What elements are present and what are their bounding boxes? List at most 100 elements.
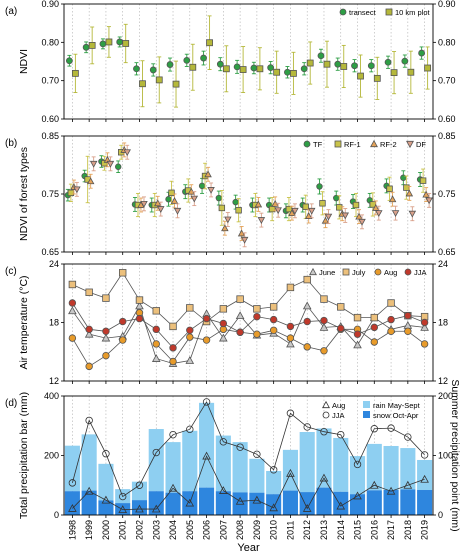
y-tick-label: 0.80 [41, 37, 59, 47]
legend-label: RF-2 [380, 140, 397, 149]
x-tick-label: 2006 [202, 520, 212, 540]
legend-marker [303, 140, 311, 148]
legend-label: transect [349, 8, 377, 17]
data-point [320, 428, 328, 436]
data-point [186, 304, 194, 312]
legend-marker [374, 268, 382, 276]
legend: transect 10 km plot [339, 8, 431, 17]
data-point [119, 317, 127, 326]
legend-label: JJA [332, 411, 345, 420]
x-tick-label: 1998 [67, 520, 77, 540]
data-point [306, 59, 314, 67]
data-point [186, 333, 194, 341]
data-point [68, 280, 77, 289]
data-point [202, 451, 211, 460]
bar-rain [333, 437, 349, 492]
data-point [85, 325, 93, 334]
data-point [336, 204, 343, 211]
data-point [106, 160, 115, 168]
data-point [269, 466, 278, 474]
bar-snow [131, 500, 148, 515]
data-point [401, 57, 409, 65]
panel-label: (c) [5, 266, 17, 277]
data-point [168, 483, 178, 492]
data-point [88, 42, 96, 49]
data-point [367, 62, 375, 70]
data-point [370, 323, 378, 332]
data-point [340, 63, 348, 70]
data-point [337, 303, 345, 311]
data-point [324, 213, 333, 221]
data-point [304, 212, 313, 219]
data-point [403, 320, 413, 329]
y-axis-label: NDVI of forest types [18, 147, 30, 241]
data-point [353, 330, 362, 338]
legend-label: DF [416, 140, 426, 149]
data-point [320, 316, 328, 325]
y-tick-label: 0.85 [41, 131, 59, 141]
bar-rain [400, 448, 416, 490]
x-tick-label: 2019 [420, 520, 430, 540]
data-point [303, 317, 311, 326]
data-point [102, 351, 110, 360]
data-point [353, 340, 362, 349]
legend-swatch [363, 401, 370, 408]
data-point [85, 288, 93, 296]
bar-snow [165, 492, 181, 515]
data-point [370, 313, 378, 322]
data-point [232, 198, 239, 206]
bar-rain [131, 481, 148, 501]
bar-snow [249, 492, 265, 515]
plot-frame [63, 395, 434, 516]
x-tick-label: 2007 [218, 520, 228, 540]
data-point [186, 425, 194, 434]
data-point [373, 74, 381, 82]
bar-snow [199, 487, 215, 515]
x-tick-label: 2008 [235, 520, 245, 540]
data-point [257, 217, 266, 225]
data-point [337, 430, 345, 439]
data-point [303, 275, 311, 284]
data-point [169, 344, 177, 352]
data-point [420, 340, 429, 348]
data-point [404, 327, 412, 335]
data-point [319, 473, 329, 482]
bar-snow [282, 490, 298, 515]
data-point [390, 69, 398, 77]
x-tick-label: 2018 [403, 520, 413, 540]
data-point [99, 40, 107, 48]
data-point [149, 66, 157, 74]
data-point [269, 503, 278, 512]
bar-snow [98, 500, 114, 515]
data-point [250, 64, 258, 72]
y-tick-label: 12 [49, 376, 59, 386]
data-point [156, 206, 165, 213]
legend-marker [406, 140, 414, 149]
bar-snow [215, 491, 231, 515]
data-point [218, 204, 226, 212]
data-point [422, 190, 430, 198]
data-point [103, 155, 112, 163]
data-point [151, 504, 161, 513]
data-point [384, 58, 392, 66]
data-point [102, 327, 110, 335]
data-point [222, 65, 230, 73]
data-point [253, 305, 261, 313]
plot-frame [63, 135, 434, 253]
data-point [219, 305, 228, 313]
legend-label: RF-1 [344, 140, 361, 149]
x-tick-label: 2002 [134, 520, 144, 540]
y-tick-label: 200 [44, 451, 59, 461]
y-tick-label: 18 [49, 318, 59, 328]
series-line [72, 401, 425, 498]
x-tick-label: 2012 [302, 520, 312, 540]
data-point [119, 492, 127, 501]
data-point [155, 76, 163, 84]
y-tick-label-right: 0.75 [438, 189, 456, 199]
legend-label: snow Oct-Apr [373, 411, 419, 420]
data-point [254, 200, 263, 208]
bar-rain [366, 443, 382, 491]
bar-rain [81, 434, 97, 491]
data-point [420, 451, 429, 459]
